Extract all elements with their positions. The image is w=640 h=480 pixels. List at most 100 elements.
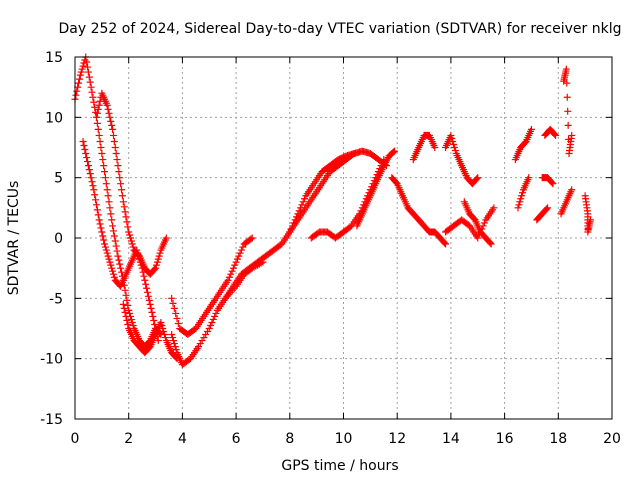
data-point (514, 204, 522, 212)
data-point (111, 144, 119, 151)
data-point (172, 346, 180, 354)
data-point (95, 131, 103, 139)
data-point (147, 304, 155, 312)
data-point (447, 131, 455, 139)
data-point (293, 213, 301, 221)
series-arc-n (442, 204, 498, 242)
data-point (490, 204, 498, 212)
data-point (442, 240, 450, 248)
data-point (299, 198, 307, 206)
data-point (212, 309, 220, 317)
data-point (107, 210, 115, 218)
data-point (205, 325, 213, 332)
data-point (562, 65, 570, 73)
data-point (229, 264, 237, 272)
x-tick-label: 14 (442, 431, 460, 447)
data-point (124, 223, 132, 231)
data-marks (71, 53, 595, 369)
data-point (543, 205, 551, 213)
data-point (84, 158, 92, 166)
data-point (90, 98, 98, 106)
data-point (104, 105, 112, 113)
data-point (94, 125, 102, 133)
data-point (121, 286, 129, 294)
data-point (123, 316, 131, 324)
data-point (105, 198, 113, 206)
data-point (109, 267, 117, 275)
data-point (100, 162, 108, 170)
data-point (235, 252, 243, 260)
data-point (114, 252, 122, 260)
data-point (124, 301, 132, 309)
data-point (106, 113, 114, 121)
data-point (116, 174, 124, 182)
data-point (96, 137, 104, 145)
data-point (92, 196, 100, 204)
data-point (228, 267, 236, 275)
data-point (95, 101, 103, 109)
data-point (80, 141, 88, 149)
data-point (103, 249, 111, 257)
data-point (169, 299, 177, 307)
data-point (298, 201, 306, 209)
data-point (91, 103, 99, 111)
data-point (227, 270, 235, 278)
data-point (232, 258, 240, 266)
data-point (159, 325, 167, 332)
data-point (449, 137, 457, 145)
data-point (172, 309, 180, 317)
data-point (115, 168, 123, 176)
data-point (118, 192, 126, 200)
data-point (94, 105, 102, 113)
series-arc-v (581, 192, 595, 236)
data-point (92, 201, 100, 209)
data-point (146, 300, 154, 308)
data-point (112, 150, 120, 158)
data-point (288, 222, 296, 230)
data-point (126, 309, 134, 317)
data-point (391, 147, 399, 155)
data-point (108, 216, 116, 224)
data-point (126, 231, 134, 239)
data-point (90, 186, 98, 194)
data-point (127, 315, 135, 323)
data-point (143, 284, 151, 292)
data-point (480, 219, 488, 227)
data-point (486, 239, 494, 247)
data-point (110, 232, 118, 240)
data-point (82, 150, 90, 158)
data-point (117, 180, 125, 188)
data-point (122, 213, 130, 221)
data-point (207, 321, 215, 329)
data-point (102, 180, 110, 188)
data-point (295, 207, 303, 215)
data-point (118, 186, 126, 194)
data-point (72, 91, 80, 99)
data-point (564, 121, 572, 129)
data-point (81, 146, 89, 154)
data-point (168, 294, 176, 302)
data-point (109, 131, 117, 139)
data-point (83, 58, 91, 66)
data-point (101, 240, 109, 248)
data-point (568, 186, 576, 194)
x-tick-label: 0 (71, 431, 80, 447)
data-point (129, 321, 137, 329)
data-point (79, 137, 87, 145)
data-point (108, 264, 116, 272)
data-point (154, 255, 162, 263)
data-point (170, 340, 178, 348)
data-point (112, 242, 120, 250)
data-point (518, 192, 526, 200)
data-point (161, 331, 168, 339)
data-point (224, 276, 232, 284)
data-point (107, 117, 115, 125)
series-arc-t (560, 65, 576, 158)
data-point (117, 264, 125, 272)
data-point (108, 121, 116, 129)
series-arc-r (538, 174, 557, 188)
data-point (151, 265, 159, 273)
data-point (451, 147, 459, 155)
data-point (93, 119, 101, 127)
